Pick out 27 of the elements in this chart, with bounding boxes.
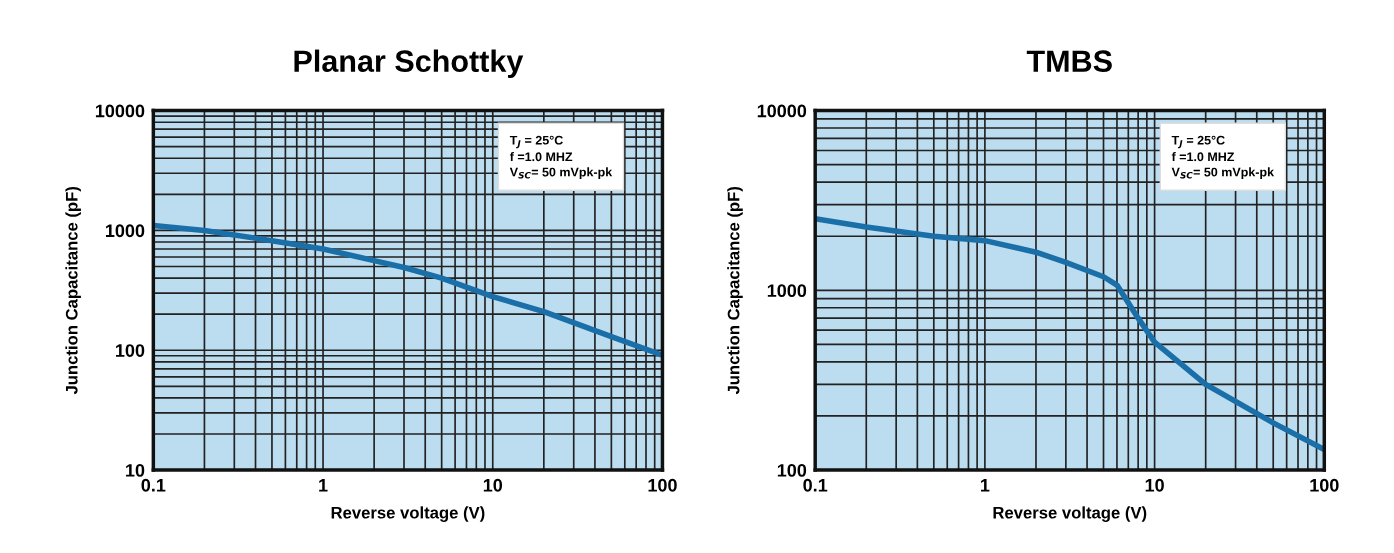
- y-tick-label: 10000: [95, 104, 145, 118]
- y-axis-title: Junction Capacitance (pF): [727, 186, 743, 395]
- x-tick-label: 10: [1145, 478, 1164, 492]
- annotation: V$_{SC}$= 50 mVpk-pk: [1171, 167, 1275, 179]
- annotation: T$_{J}$ = 25°C: [509, 135, 563, 149]
- annotation: V$_{SC}$= 50 mVpk-pk: [509, 167, 613, 179]
- annotation: f =1.0 MHZ: [509, 152, 573, 162]
- y-axis-title: Junction Capacitance (pF): [65, 186, 81, 395]
- x-tick-label: 1: [981, 479, 990, 492]
- y-tick-label: 100: [777, 463, 807, 477]
- x-tick-label: 0.1: [141, 478, 166, 492]
- x-tick-label: 100: [648, 478, 677, 492]
- annotation: f =1.0 MHZ: [1171, 152, 1235, 162]
- chart-title: TMBS: [1026, 50, 1112, 73]
- x-tick-label: 0.1: [803, 478, 828, 492]
- x-tick-label: 100: [1310, 478, 1339, 492]
- chart-title: Planar Schottky: [294, 49, 524, 79]
- x-axis-title: Reverse voltage (V): [331, 506, 485, 522]
- x-axis-title: Reverse voltage (V): [993, 506, 1147, 522]
- y-tick-label: 10000: [757, 104, 807, 118]
- y-tick-label: 100: [116, 344, 145, 357]
- x-tick-label: 10: [483, 478, 503, 492]
- y-tick-label: 1000: [767, 284, 807, 298]
- y-tick-label: 10: [126, 463, 145, 477]
- x-tick-label: 1: [319, 479, 328, 492]
- annotation: T$_{J}$ = 25°C: [1171, 135, 1225, 149]
- y-tick-label: 1000: [105, 224, 145, 238]
